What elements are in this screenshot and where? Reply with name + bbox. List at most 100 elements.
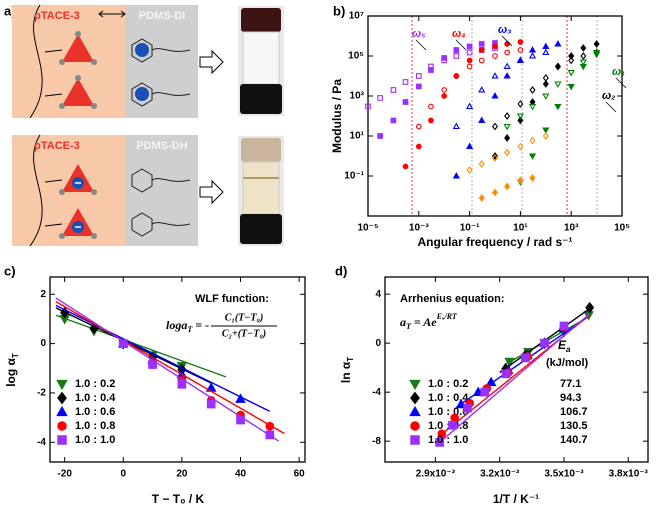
y-tick-label: 10⁻¹ bbox=[344, 171, 364, 182]
data-point bbox=[415, 83, 422, 90]
x-axis-label: Angular frequency / rad s⁻¹ bbox=[417, 235, 572, 249]
y-axis-label-sub: T bbox=[346, 357, 355, 362]
complex bbox=[44, 164, 191, 239]
y-tick-label: 10³ bbox=[350, 91, 365, 102]
data-point bbox=[504, 357, 515, 368]
data-point bbox=[453, 73, 460, 79]
data-point bbox=[593, 40, 600, 48]
fit-line bbox=[55, 301, 285, 435]
data-point bbox=[478, 47, 485, 53]
data-point bbox=[517, 176, 524, 185]
annotation: WLF function: bbox=[195, 293, 269, 305]
legend-header-sub: a bbox=[566, 345, 571, 354]
data-point bbox=[478, 41, 485, 47]
legend-label: 1.0 : 0.2 bbox=[75, 378, 115, 390]
legend-marker bbox=[56, 379, 68, 391]
data-point bbox=[235, 393, 246, 403]
data-point bbox=[517, 39, 524, 45]
data-point bbox=[466, 63, 473, 70]
data-point bbox=[504, 49, 510, 56]
plot-frame bbox=[49, 276, 306, 463]
data-point bbox=[441, 93, 448, 99]
data-point bbox=[466, 142, 474, 149]
data-point bbox=[593, 51, 601, 59]
data-point bbox=[540, 338, 550, 348]
polymer-label: pTACE-3 bbox=[34, 10, 80, 22]
data-point bbox=[478, 194, 485, 202]
data-point bbox=[415, 143, 422, 150]
data-point bbox=[503, 123, 511, 131]
data-point bbox=[415, 123, 422, 130]
legend-header-main: E bbox=[558, 338, 567, 352]
data-point bbox=[492, 122, 498, 131]
formula-part: = - bbox=[195, 318, 209, 332]
data-point bbox=[542, 48, 550, 55]
plot-frame bbox=[384, 276, 649, 463]
data-point bbox=[504, 148, 511, 157]
data-point bbox=[528, 153, 537, 160]
formula-part: a bbox=[400, 315, 406, 329]
data-point bbox=[585, 301, 595, 314]
legend-marker bbox=[409, 379, 421, 391]
legend-marker bbox=[57, 421, 67, 431]
polymer-label: pTACE-3 bbox=[34, 140, 80, 152]
data-point bbox=[466, 43, 473, 50]
fit-line bbox=[55, 314, 227, 378]
data-point bbox=[492, 152, 498, 160]
panel-a: a) pTACE-3 PDMS-DI pTACE-3 PDMS-DH bbox=[4, 3, 284, 247]
data-point bbox=[428, 103, 434, 110]
legend-value: 77.1 bbox=[560, 378, 581, 390]
x-tick-label: 60 bbox=[294, 469, 306, 480]
legend-marker bbox=[410, 435, 420, 445]
data-point bbox=[491, 72, 499, 79]
y-tick-label: 10⁷ bbox=[349, 11, 364, 22]
legend-marker bbox=[57, 435, 67, 445]
annotation-pointer bbox=[415, 39, 427, 51]
arrow bbox=[199, 179, 224, 205]
formula-part: T bbox=[187, 325, 193, 334]
data-point bbox=[478, 160, 485, 168]
data-point bbox=[390, 117, 397, 124]
data-point bbox=[177, 379, 187, 389]
data-point bbox=[504, 134, 511, 142]
x-tick-label: 10³ bbox=[564, 223, 579, 234]
x-tick-label: 10⁻³ bbox=[409, 223, 429, 234]
legend-value: 130.5 bbox=[560, 420, 588, 432]
data-point bbox=[466, 49, 473, 56]
y-axis-label-main: Modulus / Pa bbox=[330, 79, 344, 153]
formula-part: Eₐ/RT bbox=[436, 312, 458, 321]
panel-label: b) bbox=[333, 3, 345, 18]
vial-photo bbox=[238, 6, 284, 116]
data-point bbox=[463, 403, 472, 413]
data-point bbox=[542, 42, 550, 49]
annotation: ω₃ bbox=[498, 24, 511, 36]
data-point bbox=[528, 52, 537, 59]
data-point bbox=[441, 57, 448, 64]
data-point bbox=[428, 117, 434, 124]
formula-part: = Ae bbox=[414, 315, 437, 329]
y-tick-label: 10¹ bbox=[350, 131, 365, 142]
formula-numerator: C₁(T−T₀) bbox=[225, 312, 264, 323]
legend-label: 1.0 : 0.6 bbox=[75, 406, 115, 418]
data-point bbox=[478, 116, 486, 123]
data-point bbox=[529, 86, 536, 94]
legend-header: Ea bbox=[558, 338, 571, 354]
y-axis-label-main: ln α bbox=[339, 361, 353, 383]
y-axis-label: Modulus / Pa bbox=[330, 79, 344, 153]
legend-marker bbox=[56, 405, 68, 417]
arrow bbox=[199, 49, 224, 75]
legend-marker bbox=[410, 421, 420, 431]
data-point bbox=[517, 47, 524, 53]
formula: logaT = - bbox=[166, 318, 209, 334]
legend-marker bbox=[409, 405, 421, 417]
data-point bbox=[265, 430, 275, 440]
legend-label: 1.0 : 0.6 bbox=[428, 406, 468, 418]
panel-label: c) bbox=[4, 263, 16, 278]
data-point bbox=[452, 172, 460, 179]
annotation-pointer bbox=[605, 101, 617, 113]
x-tick-label: 3.5x10⁻³ bbox=[544, 469, 584, 480]
data-point bbox=[559, 321, 569, 331]
formula-part: loga bbox=[166, 318, 187, 332]
data-point bbox=[517, 142, 524, 151]
data-point bbox=[148, 360, 157, 369]
